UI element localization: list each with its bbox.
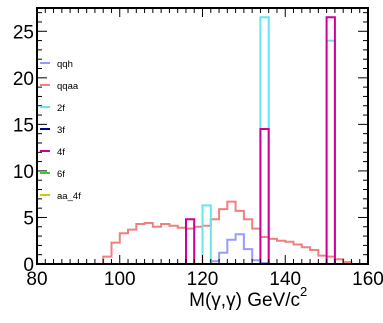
legend-item-aa-4f: aa_4f xyxy=(40,191,81,202)
y-tick-label: 25 xyxy=(13,22,34,43)
legend-label: qqaa xyxy=(57,81,79,92)
legend-item-3f: 3f xyxy=(40,125,65,136)
series-layer xyxy=(37,16,368,265)
series-qqaa xyxy=(37,200,368,265)
x-tick-label: 160 xyxy=(352,269,383,290)
legend-label: 2f xyxy=(57,103,65,114)
y-tick-label: 10 xyxy=(13,162,34,183)
x-tick-label: 80 xyxy=(26,269,47,290)
legend-item-6f: 6f xyxy=(40,169,65,180)
legend: qqh qqaa 2f 3f 4f 6f aa_4f xyxy=(40,59,81,202)
legend-label: qqh xyxy=(57,59,73,70)
legend-item-qqh: qqh xyxy=(40,59,73,70)
y-tick-label: 20 xyxy=(13,69,34,90)
legend-label: aa_4f xyxy=(57,191,81,202)
x-tick-label: 100 xyxy=(104,269,136,290)
y-tick-label: 15 xyxy=(13,115,34,136)
x-axis-title-superscript: 2 xyxy=(300,284,307,299)
legend-label: 4f xyxy=(57,147,65,158)
tick-layer: 80 100 120 140 160 0 5 10 15 20 25 xyxy=(13,8,383,290)
legend-label: 6f xyxy=(57,169,65,180)
y-tick-label: 5 xyxy=(23,208,34,229)
x-axis-title: M(γ,γ) GeV/c 2 xyxy=(189,284,307,311)
x-axis-title-text: M(γ,γ) GeV/c xyxy=(189,290,300,311)
legend-item-2f: 2f xyxy=(40,103,65,114)
series-2f xyxy=(37,16,368,265)
y-tick-label: 0 xyxy=(23,255,34,276)
x-tick-label: 140 xyxy=(269,269,301,290)
legend-item-4f: 4f xyxy=(40,147,65,158)
legend-label: 3f xyxy=(57,125,65,136)
x-tick-label: 120 xyxy=(187,269,219,290)
legend-item-qqaa: qqaa xyxy=(40,81,79,92)
